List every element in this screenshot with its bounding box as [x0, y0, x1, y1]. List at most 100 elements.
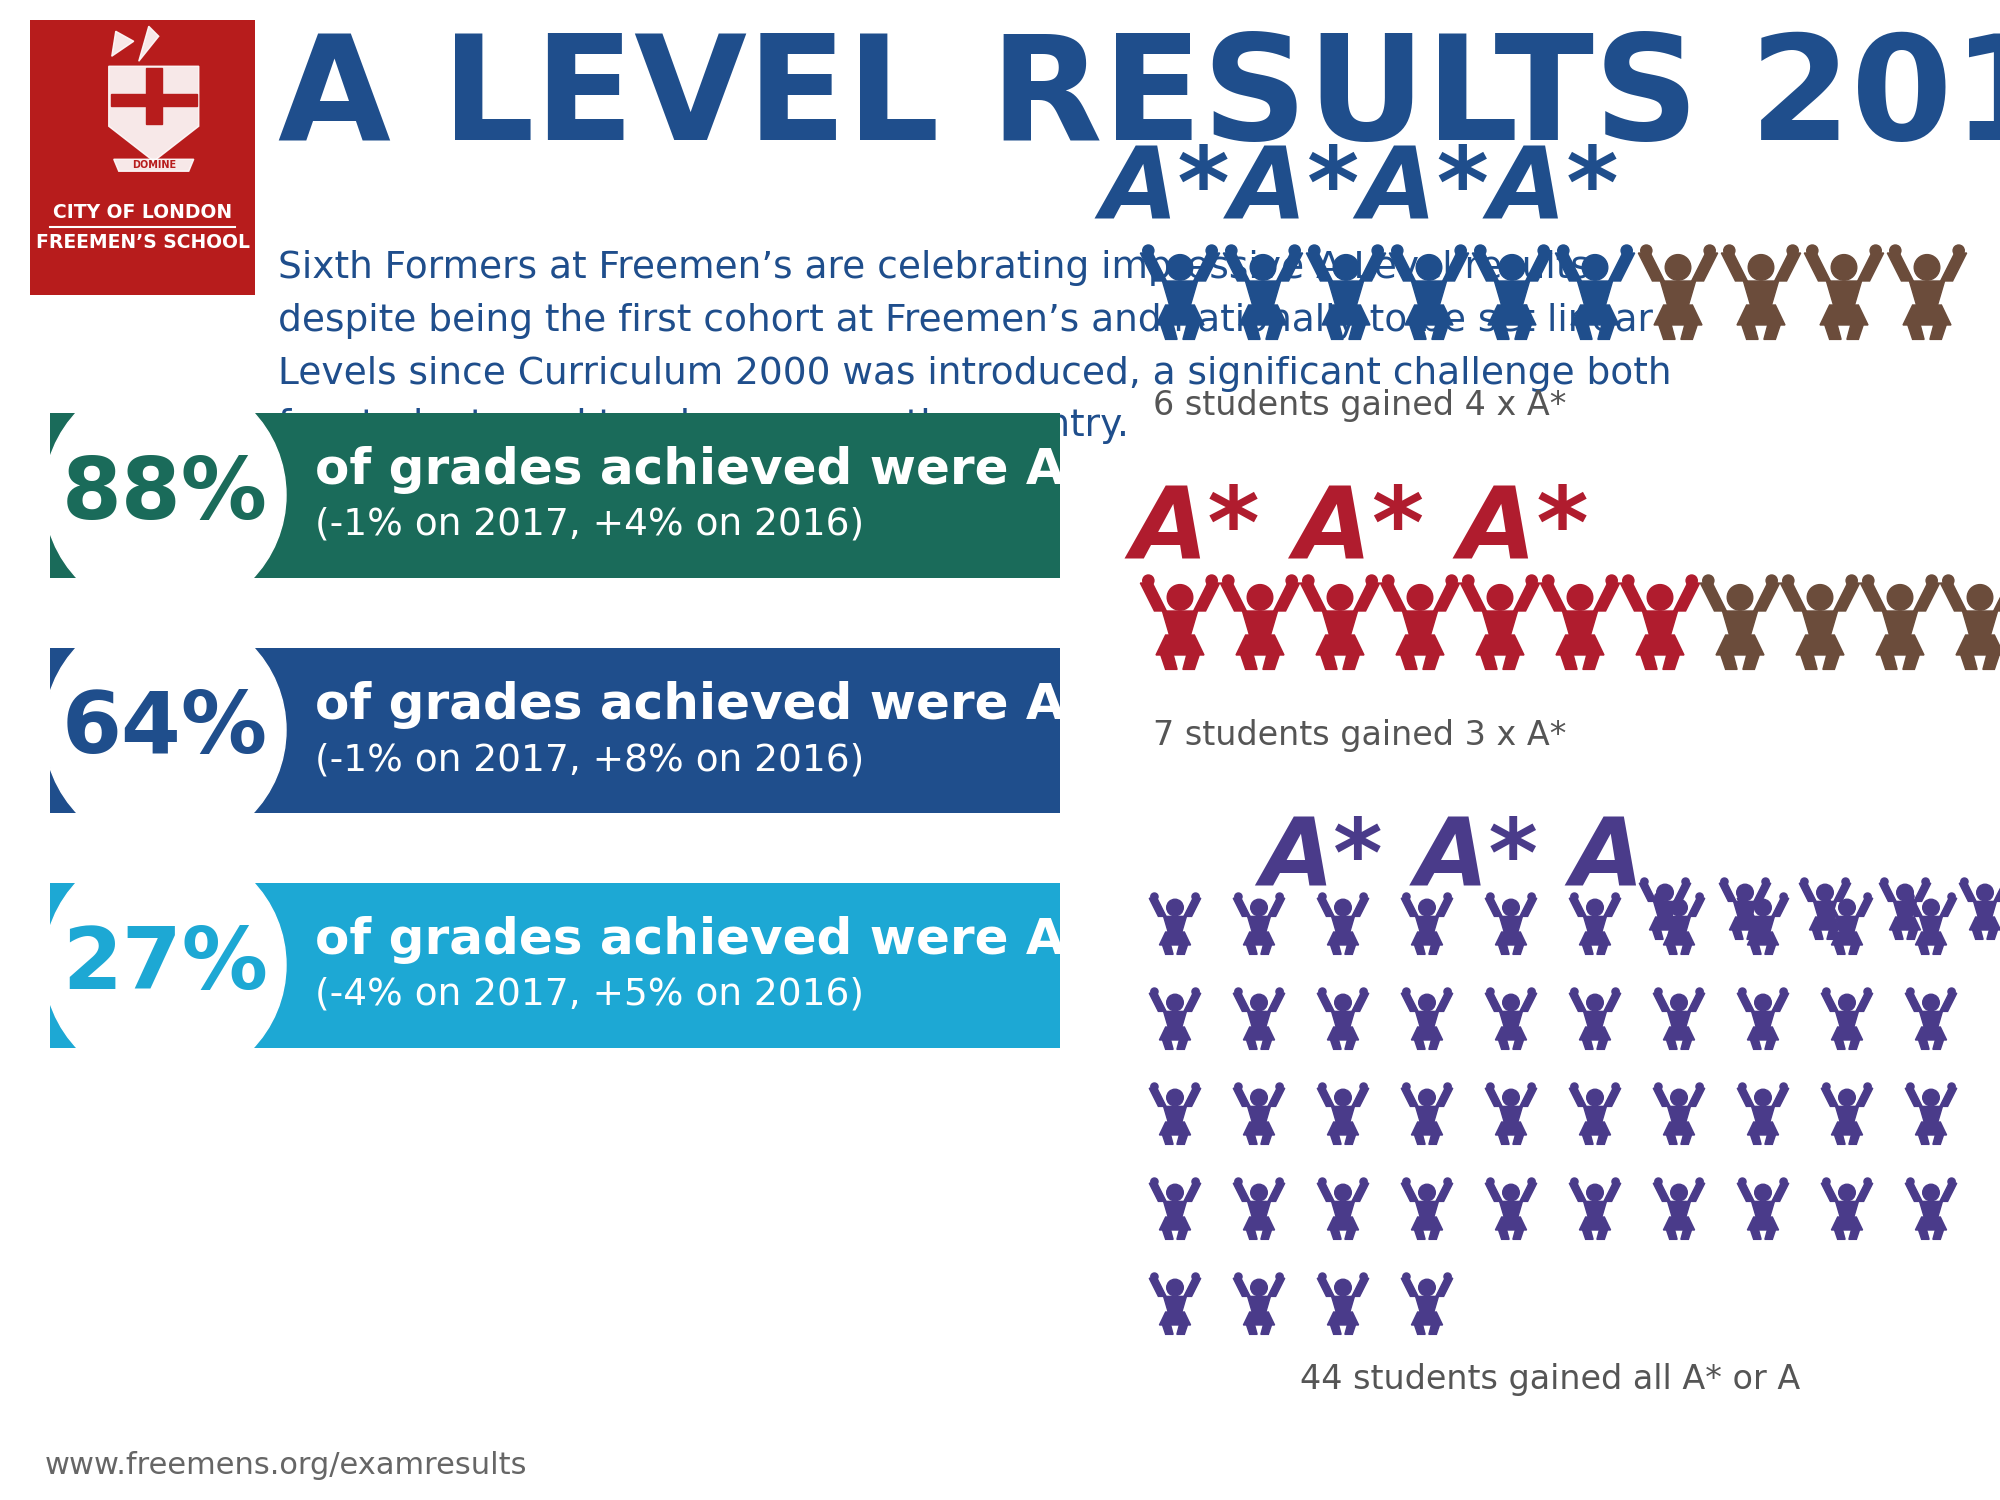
Circle shape: [1276, 1083, 1284, 1090]
Polygon shape: [1810, 916, 1840, 930]
Polygon shape: [1514, 584, 1540, 610]
Circle shape: [1302, 574, 1314, 586]
Polygon shape: [1880, 884, 1896, 902]
Polygon shape: [1162, 945, 1174, 954]
Text: FREEMEN’S SCHOOL: FREEMEN’S SCHOOL: [36, 232, 250, 252]
Polygon shape: [1242, 610, 1278, 634]
Polygon shape: [1234, 1184, 1250, 1202]
Polygon shape: [1246, 945, 1258, 954]
Circle shape: [1704, 244, 1716, 256]
Polygon shape: [1332, 916, 1354, 932]
Polygon shape: [1416, 916, 1438, 932]
Polygon shape: [1986, 930, 1998, 939]
Polygon shape: [1582, 1040, 1594, 1050]
Circle shape: [1654, 988, 1662, 996]
Polygon shape: [1940, 898, 1956, 916]
Polygon shape: [1584, 1107, 1606, 1122]
Circle shape: [1166, 898, 1184, 916]
Polygon shape: [1804, 254, 1830, 280]
Circle shape: [1954, 244, 1964, 256]
Circle shape: [1192, 1178, 1200, 1185]
Circle shape: [1334, 255, 1358, 280]
Circle shape: [1906, 1083, 1914, 1090]
Polygon shape: [1994, 584, 2000, 610]
Polygon shape: [1412, 1216, 1442, 1230]
Polygon shape: [1402, 1088, 1418, 1107]
Circle shape: [1922, 1089, 1940, 1106]
Polygon shape: [1666, 930, 1678, 939]
Polygon shape: [1428, 1040, 1440, 1050]
Circle shape: [1166, 994, 1184, 1011]
Circle shape: [1670, 1184, 1688, 1202]
Polygon shape: [1916, 932, 1946, 945]
Polygon shape: [1414, 945, 1426, 954]
Text: (-1% on 2017, +4% on 2016): (-1% on 2017, +4% on 2016): [316, 507, 864, 543]
Circle shape: [1334, 1280, 1352, 1296]
Polygon shape: [1330, 945, 1342, 954]
Polygon shape: [1802, 610, 1838, 634]
Polygon shape: [1664, 1028, 1694, 1039]
Polygon shape: [1156, 304, 1204, 326]
Polygon shape: [1342, 656, 1360, 669]
Polygon shape: [1674, 884, 1690, 902]
Circle shape: [1766, 574, 1778, 586]
Circle shape: [1276, 892, 1284, 900]
Circle shape: [1418, 1280, 1436, 1296]
Polygon shape: [1320, 656, 1338, 669]
Polygon shape: [1764, 1040, 1776, 1050]
Polygon shape: [114, 159, 194, 171]
Circle shape: [1838, 1089, 1856, 1106]
Circle shape: [1862, 574, 1874, 586]
Text: 7 students gained 3 x A*: 7 students gained 3 x A*: [1154, 718, 1566, 752]
Circle shape: [1360, 1274, 1368, 1281]
FancyBboxPatch shape: [136, 393, 196, 412]
Polygon shape: [1666, 1040, 1678, 1050]
Text: of grades achieved were A* to B: of grades achieved were A* to B: [316, 446, 1222, 494]
Polygon shape: [1580, 932, 1610, 945]
Polygon shape: [1268, 898, 1284, 916]
Polygon shape: [1654, 304, 1702, 326]
Polygon shape: [1832, 1028, 1862, 1039]
Polygon shape: [1164, 1107, 1186, 1122]
Polygon shape: [1654, 1184, 1670, 1202]
Polygon shape: [1436, 993, 1452, 1011]
Text: 6 students gained 4 x A*: 6 students gained 4 x A*: [1154, 388, 1566, 422]
Polygon shape: [1904, 304, 1952, 326]
Circle shape: [1528, 1178, 1536, 1185]
Circle shape: [1926, 574, 1938, 586]
Circle shape: [1808, 585, 1832, 610]
Circle shape: [1192, 1274, 1200, 1281]
Circle shape: [1150, 1178, 1158, 1185]
Circle shape: [1670, 1089, 1688, 1106]
Polygon shape: [1736, 304, 1786, 326]
Polygon shape: [1834, 884, 1850, 902]
Circle shape: [1622, 244, 1632, 256]
Polygon shape: [1848, 1040, 1860, 1050]
Circle shape: [1488, 585, 1512, 610]
Circle shape: [1788, 244, 1798, 256]
Polygon shape: [1486, 898, 1502, 916]
Circle shape: [1612, 1178, 1620, 1185]
Polygon shape: [1512, 1230, 1524, 1239]
Polygon shape: [1750, 1136, 1762, 1144]
Polygon shape: [1268, 1088, 1284, 1107]
Polygon shape: [1700, 584, 1726, 610]
Text: A* A* A*: A* A* A*: [1130, 482, 1590, 579]
Circle shape: [1334, 1184, 1352, 1202]
Polygon shape: [1472, 254, 1498, 280]
Circle shape: [1822, 892, 1830, 900]
Polygon shape: [1640, 656, 1658, 669]
Circle shape: [1838, 1184, 1856, 1202]
Circle shape: [1528, 1083, 1536, 1090]
Circle shape: [1612, 988, 1620, 996]
Polygon shape: [1162, 1136, 1174, 1144]
Circle shape: [1612, 1083, 1620, 1090]
Polygon shape: [1580, 1122, 1610, 1136]
Circle shape: [1446, 574, 1458, 586]
Circle shape: [1846, 574, 1858, 586]
Polygon shape: [1744, 280, 1778, 304]
Polygon shape: [1680, 1040, 1692, 1050]
Polygon shape: [1402, 1278, 1418, 1296]
Polygon shape: [1182, 326, 1200, 339]
Circle shape: [1942, 574, 1954, 586]
